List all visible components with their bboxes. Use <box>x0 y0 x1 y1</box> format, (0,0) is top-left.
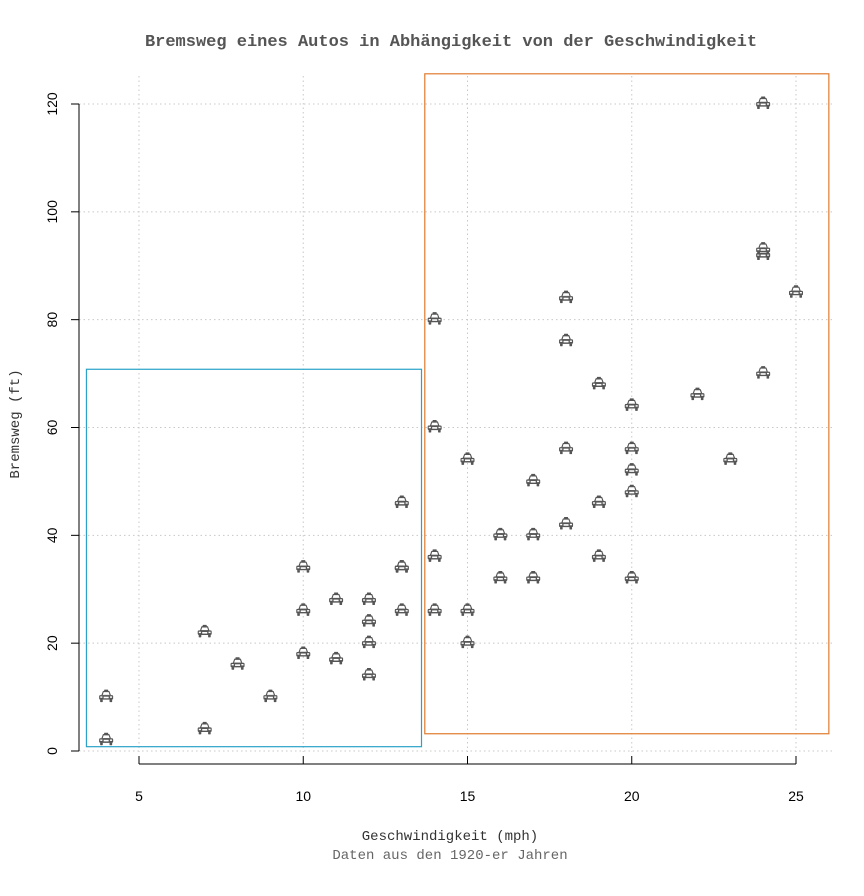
data-point-car-icon <box>427 312 442 325</box>
x-axis-label: Geschwindigkeit (mph) <box>362 829 538 845</box>
data-point-car-icon <box>526 570 541 584</box>
data-point-car-icon <box>460 635 475 649</box>
data-point-car-icon <box>394 495 409 508</box>
data-point-car-icon <box>197 721 212 735</box>
data-point-car-icon <box>493 570 508 584</box>
x-tick-label: 5 <box>135 788 143 804</box>
data-point-car-icon <box>230 657 245 670</box>
data-point-car-icon <box>361 614 376 627</box>
data-point-car-icon <box>526 473 541 487</box>
data-point-car-icon <box>591 495 606 508</box>
data-point-car-icon <box>624 463 639 476</box>
data-point-car-icon <box>296 603 311 616</box>
data-point-car-icon <box>624 570 639 584</box>
y-tick-label: 60 <box>44 420 60 436</box>
data-point-car-icon <box>427 420 442 433</box>
data-point-car-icon <box>296 560 311 573</box>
chart-title: Bremsweg eines Autos in Abhängigkeit von… <box>145 33 757 52</box>
data-point-car-icon <box>624 441 639 455</box>
data-point-car-icon <box>690 387 705 401</box>
data-point-car-icon <box>789 285 803 298</box>
data-point-car-icon <box>723 452 738 465</box>
data-point-car-icon <box>591 549 606 562</box>
data-point-car-icon <box>559 290 574 304</box>
y-tick-label: 100 <box>44 200 60 224</box>
y-tick-label: 120 <box>44 92 60 116</box>
data-point-car-icon <box>361 635 376 649</box>
data-point-car-icon <box>263 689 278 703</box>
data-point-car-icon <box>329 592 344 606</box>
y-tick-label: 40 <box>44 527 60 543</box>
highlight-boxes <box>85 73 830 748</box>
data-point-car-icon <box>526 527 541 541</box>
data-point-car-icon <box>361 668 376 681</box>
y-tick-label: 0 <box>44 747 60 755</box>
x-tick-label: 20 <box>624 788 640 804</box>
data-point-car-icon <box>591 376 606 390</box>
data-point-car-icon <box>460 452 475 465</box>
data-point-car-icon <box>427 549 442 562</box>
x-tick-label: 25 <box>788 788 804 804</box>
data-point-car-icon <box>197 624 212 638</box>
data-point-car-icon <box>361 592 376 606</box>
data-point-car-icon <box>394 603 409 616</box>
data-point-car-icon <box>329 651 344 665</box>
x-tick-label: 10 <box>295 788 311 804</box>
y-axis-label: Bremsweg (ft) <box>8 369 24 478</box>
chart-subtitle: Daten aus den 1920-er Jahren <box>332 848 567 864</box>
low-speed-region-box <box>85 368 423 748</box>
x-tick-label: 15 <box>460 788 476 804</box>
data-point-car-icon <box>756 366 771 379</box>
data-point-car-icon <box>99 732 114 746</box>
y-tick-label: 20 <box>44 635 60 651</box>
data-point-car-icon <box>394 560 409 573</box>
data-point-car-icon <box>559 333 574 347</box>
data-point-car-icon <box>493 527 508 541</box>
data-point-car-icon <box>460 603 475 616</box>
data-point-car-icon <box>756 96 771 109</box>
grid <box>79 76 832 752</box>
data-points <box>99 96 803 746</box>
data-point-car-icon <box>99 689 114 703</box>
data-point-car-icon <box>559 441 574 455</box>
data-point-car-icon <box>559 517 574 530</box>
y-tick-label: 80 <box>44 312 60 328</box>
high-speed-region-box <box>424 73 830 735</box>
data-point-car-icon <box>427 603 442 616</box>
axes: 5 10 15 20 25 0 20 40 60 80 100 120 <box>44 92 804 804</box>
